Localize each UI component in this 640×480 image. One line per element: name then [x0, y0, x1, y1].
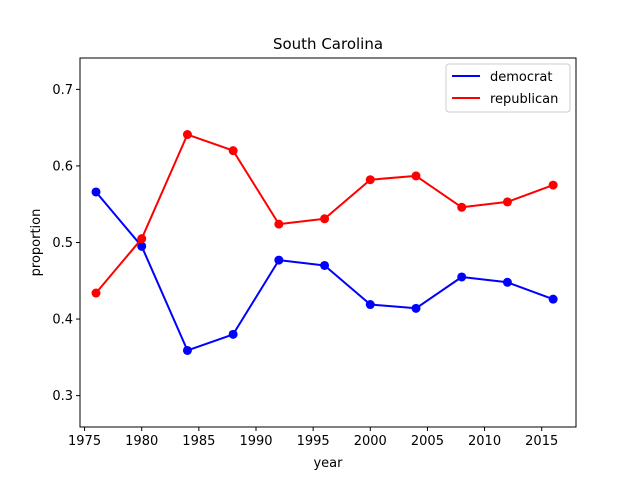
- legend: democrat republican: [445, 63, 571, 113]
- axes: 1975 1980 1985 1990 1995 2000 2005 2010 2015 0.3 0…: [52, 83, 558, 449]
- x-axis-label: year: [313, 456, 343, 471]
- x-tick-label: 1980: [125, 434, 158, 449]
- y-tick-label: 0.7: [52, 83, 73, 98]
- republican-point: [502, 197, 512, 207]
- republican-point: [320, 214, 330, 224]
- republican-point: [137, 234, 147, 244]
- democrat-point: [182, 345, 192, 355]
- x-tick-label: 2005: [411, 434, 444, 449]
- x-tick-label: 2010: [468, 434, 501, 449]
- x-tick-label: 2000: [354, 434, 387, 449]
- legend-label-republican: republican: [490, 92, 558, 107]
- y-axis-label: proportion: [29, 209, 44, 277]
- republican-point: [274, 219, 284, 229]
- y-tick-label: 0.5: [52, 236, 73, 251]
- legend-label-democrat: democrat: [490, 70, 552, 85]
- republican-point: [91, 288, 101, 298]
- democrat-point: [548, 294, 558, 304]
- x-tick-label: 2015: [525, 434, 558, 449]
- x-tick-label: 1985: [182, 434, 215, 449]
- x-tick-label: 1975: [68, 434, 101, 449]
- chart-title: South Carolina: [273, 35, 383, 53]
- republican-point: [548, 180, 558, 190]
- republican-point: [411, 171, 421, 181]
- plot-marks: [91, 130, 558, 355]
- democrat-point: [365, 300, 375, 310]
- y-tick-label: 0.3: [52, 389, 73, 404]
- x-tick-label: 1995: [297, 434, 330, 449]
- democrat-point: [411, 303, 421, 313]
- democrat-point: [457, 272, 467, 282]
- y-tick-label: 0.4: [52, 313, 73, 328]
- y-tick-label: 0.6: [52, 159, 73, 174]
- republican-point: [228, 146, 238, 156]
- republican-point: [365, 175, 375, 185]
- democrat-point: [274, 255, 284, 265]
- democrat-point: [502, 277, 512, 287]
- democrat-point: [228, 329, 238, 339]
- republican-point: [182, 130, 192, 140]
- democrat-point: [91, 187, 101, 197]
- x-tick-label: 1990: [239, 434, 272, 449]
- democrat-point: [320, 260, 330, 270]
- republican-point: [457, 202, 467, 212]
- democrat-point: [137, 241, 147, 251]
